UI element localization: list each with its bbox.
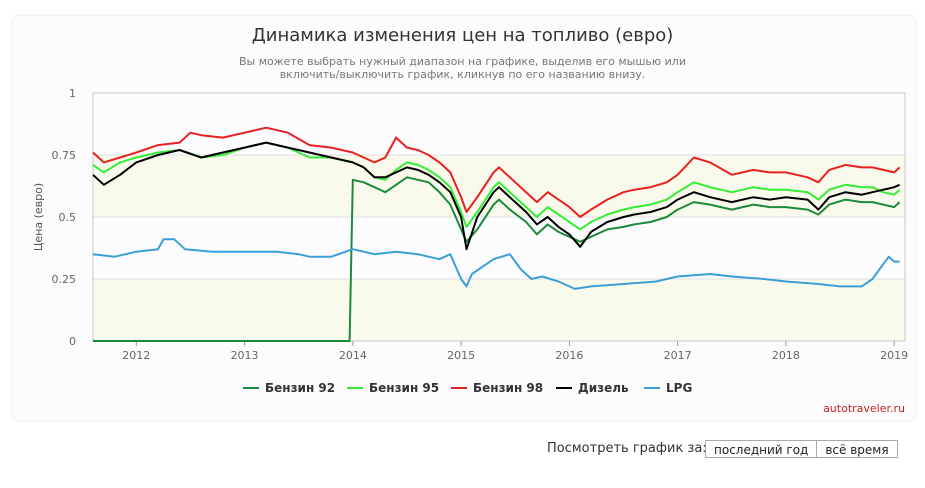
x-tick-label: 2016 <box>555 349 583 362</box>
y-axis-label: Цена (евро) <box>32 183 45 251</box>
legend-label: LPG <box>666 381 692 395</box>
x-tick-label: 2013 <box>231 349 259 362</box>
legend-label: Бензин 95 <box>369 381 439 395</box>
plot-band <box>93 279 905 341</box>
legend-label: Дизель <box>578 381 629 395</box>
x-tick-label: 2019 <box>880 349 908 362</box>
period-label: Посмотреть график за: <box>547 441 707 456</box>
last-year-button[interactable]: последний год <box>705 440 818 458</box>
y-tick-label: 0.25 <box>52 273 77 286</box>
y-tick-label: 1 <box>69 87 76 100</box>
x-tick-label: 2012 <box>122 349 150 362</box>
series-line <box>92 238 900 290</box>
all-time-button[interactable]: всё время <box>817 440 898 458</box>
period-buttons: последний год всё время <box>705 440 898 458</box>
credit-link[interactable]: autotraveler.ru <box>823 402 905 415</box>
y-tick-label: 0.75 <box>52 149 77 162</box>
plot-border <box>92 92 906 342</box>
chart-title: Динамика изменения цен на топливо (евро) <box>251 25 674 46</box>
series-line <box>92 141 901 251</box>
chart-subtitle: Вы можете выбрать нужный диапазон на гра… <box>239 55 686 81</box>
x-tick-label: 2015 <box>447 349 475 362</box>
x-tick-label: 2017 <box>664 349 692 362</box>
legend-label: Бензин 98 <box>473 381 543 395</box>
y-tick-label: 0.5 <box>59 211 77 224</box>
legend-label: Бензин 92 <box>265 381 335 395</box>
x-tick-label: 2014 <box>339 349 367 362</box>
x-tick-label: 2018 <box>772 349 800 362</box>
y-tick-label: 0 <box>69 335 76 348</box>
series-line <box>92 126 901 218</box>
